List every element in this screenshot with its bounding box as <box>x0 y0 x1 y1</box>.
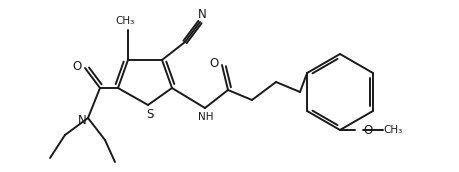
Text: S: S <box>146 108 154 121</box>
Text: O: O <box>209 56 218 69</box>
Text: CH₃: CH₃ <box>115 16 134 26</box>
Text: CH₃: CH₃ <box>383 125 403 135</box>
Text: NH: NH <box>198 112 214 122</box>
Text: N: N <box>78 115 86 127</box>
Text: O: O <box>364 123 373 137</box>
Text: O: O <box>73 60 82 73</box>
Text: N: N <box>198 8 207 20</box>
